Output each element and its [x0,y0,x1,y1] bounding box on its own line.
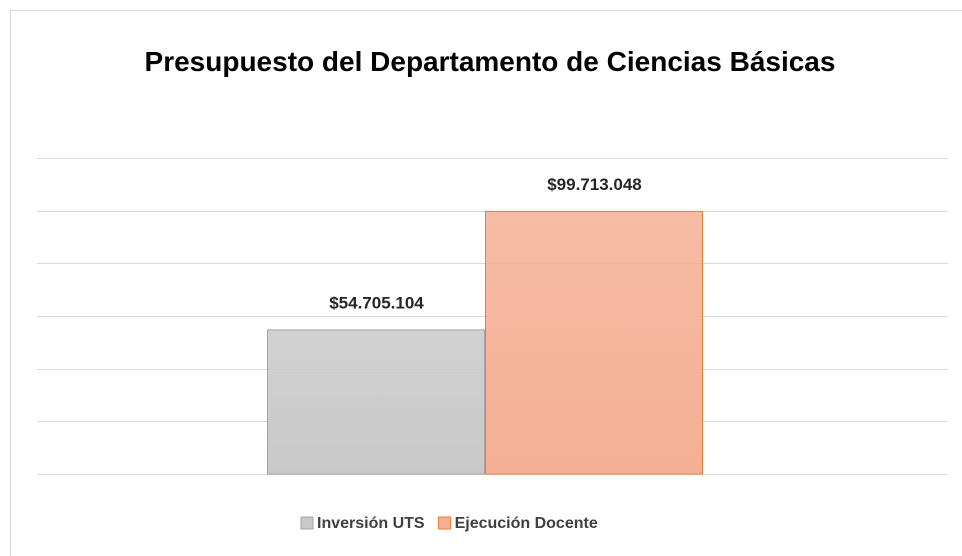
data-label: $54.705.104 [329,293,424,312]
legend-label: Inversión UTS [317,515,425,532]
legend-swatch [438,516,452,530]
bar [267,329,485,475]
legend-swatch [300,516,314,530]
chart-title: Presupuesto del Departamento de Ciencias… [144,46,836,77]
data-label: $99.713.048 [547,175,642,194]
chart-frame [10,10,962,556]
bar [485,210,703,475]
legend-label: Ejecución Docente [455,515,598,532]
